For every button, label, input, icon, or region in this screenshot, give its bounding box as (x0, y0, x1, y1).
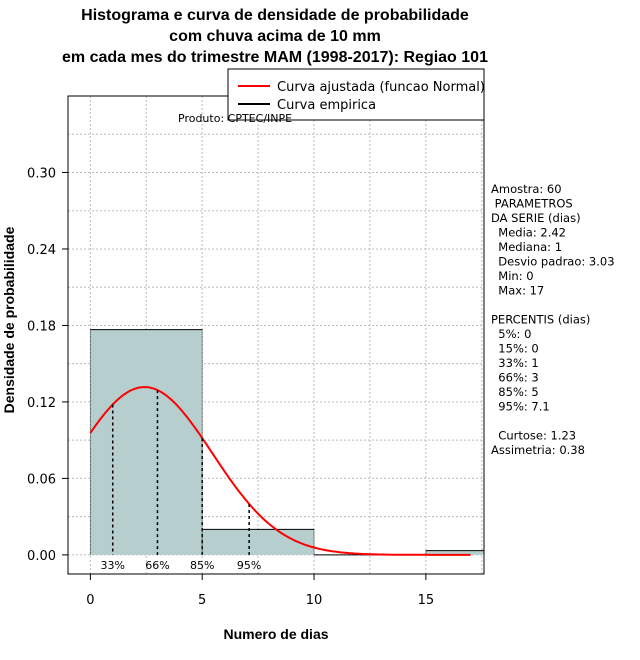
x-tick-label: 10 (306, 593, 323, 608)
stats-line: Desvio padrao: 3.03 (491, 255, 615, 269)
histogram-bars (89, 329, 485, 556)
stats-line: 15%: 0 (491, 342, 539, 356)
title-line: em cada mes do trimestre MAM (1998-2017)… (62, 49, 488, 66)
stats-line: Min: 0 (491, 269, 534, 283)
histogram-bar-3 (425, 550, 484, 555)
chart-title: Histograma e curva de densidade de proba… (62, 7, 488, 66)
product-label: Produto: CPTEC/INPE (178, 112, 292, 125)
x-tick-label: 0 (86, 593, 94, 608)
percentile-label: 85% (190, 559, 214, 572)
normal-fit-curve (89, 386, 471, 556)
stats-line: Assimetria: 0.38 (491, 443, 585, 457)
y-tick-label: 0.00 (27, 549, 56, 564)
x-tick-label: 15 (418, 593, 435, 608)
y-tick-label: 0.30 (27, 166, 56, 181)
legend: Curva ajustada (funcao Normal) Curva empi… (227, 68, 485, 121)
stats-line: 66%: 3 (491, 371, 539, 385)
legend-label: Curva empirica (277, 98, 376, 113)
stats-line: PARAMETROS (491, 197, 573, 211)
stats-line: 95%: 7.1 (491, 400, 550, 414)
x-tick-label: 5 (198, 593, 206, 608)
y-tick-label: 0.24 (27, 243, 56, 258)
y-tick-label: 0.06 (27, 472, 56, 487)
stats-line: 33%: 1 (491, 356, 539, 370)
x-axis-label: Numero de dias (223, 626, 328, 642)
title-line: Histograma e curva de densidade de proba… (81, 7, 469, 24)
stats-line: 85%: 5 (491, 385, 539, 399)
stats-line: DA SERIE (dias) (491, 211, 581, 225)
stats-line: Amostra: 60 (491, 182, 562, 196)
y-tick-label: 0.12 (27, 396, 56, 411)
percentile-label: 66% (145, 559, 169, 572)
title-line: com chuva acima de 10 mm (169, 28, 381, 45)
density-curves (89, 386, 471, 556)
percentile-label: 95% (237, 559, 261, 572)
stats-line: PERCENTIS (dias) (491, 313, 590, 327)
percentile-label: 33% (101, 559, 125, 572)
y-tick-label: 0.18 (27, 319, 56, 334)
stats-line: Max: 17 (491, 284, 544, 298)
stats-line: Mediana: 1 (491, 240, 562, 254)
legend-box (227, 68, 485, 121)
stats-line: 5%: 0 (491, 327, 531, 341)
stats-line: Curtose: 1.23 (491, 429, 576, 443)
stats-line: Media: 2.42 (491, 226, 566, 240)
histogram-bar-1 (202, 529, 315, 555)
histogram-bar-0 (90, 329, 203, 555)
legend-label: Curva ajustada (funcao Normal) (277, 80, 485, 95)
axes: 0 5 10 15 0.00 0.06 0.12 0.18 0.24 0.30 Numero de … (1, 166, 434, 642)
y-axis-label: Densidade de probabilidade (1, 226, 17, 413)
percentile-markers: 33% 66% 85% 95% (101, 390, 261, 572)
